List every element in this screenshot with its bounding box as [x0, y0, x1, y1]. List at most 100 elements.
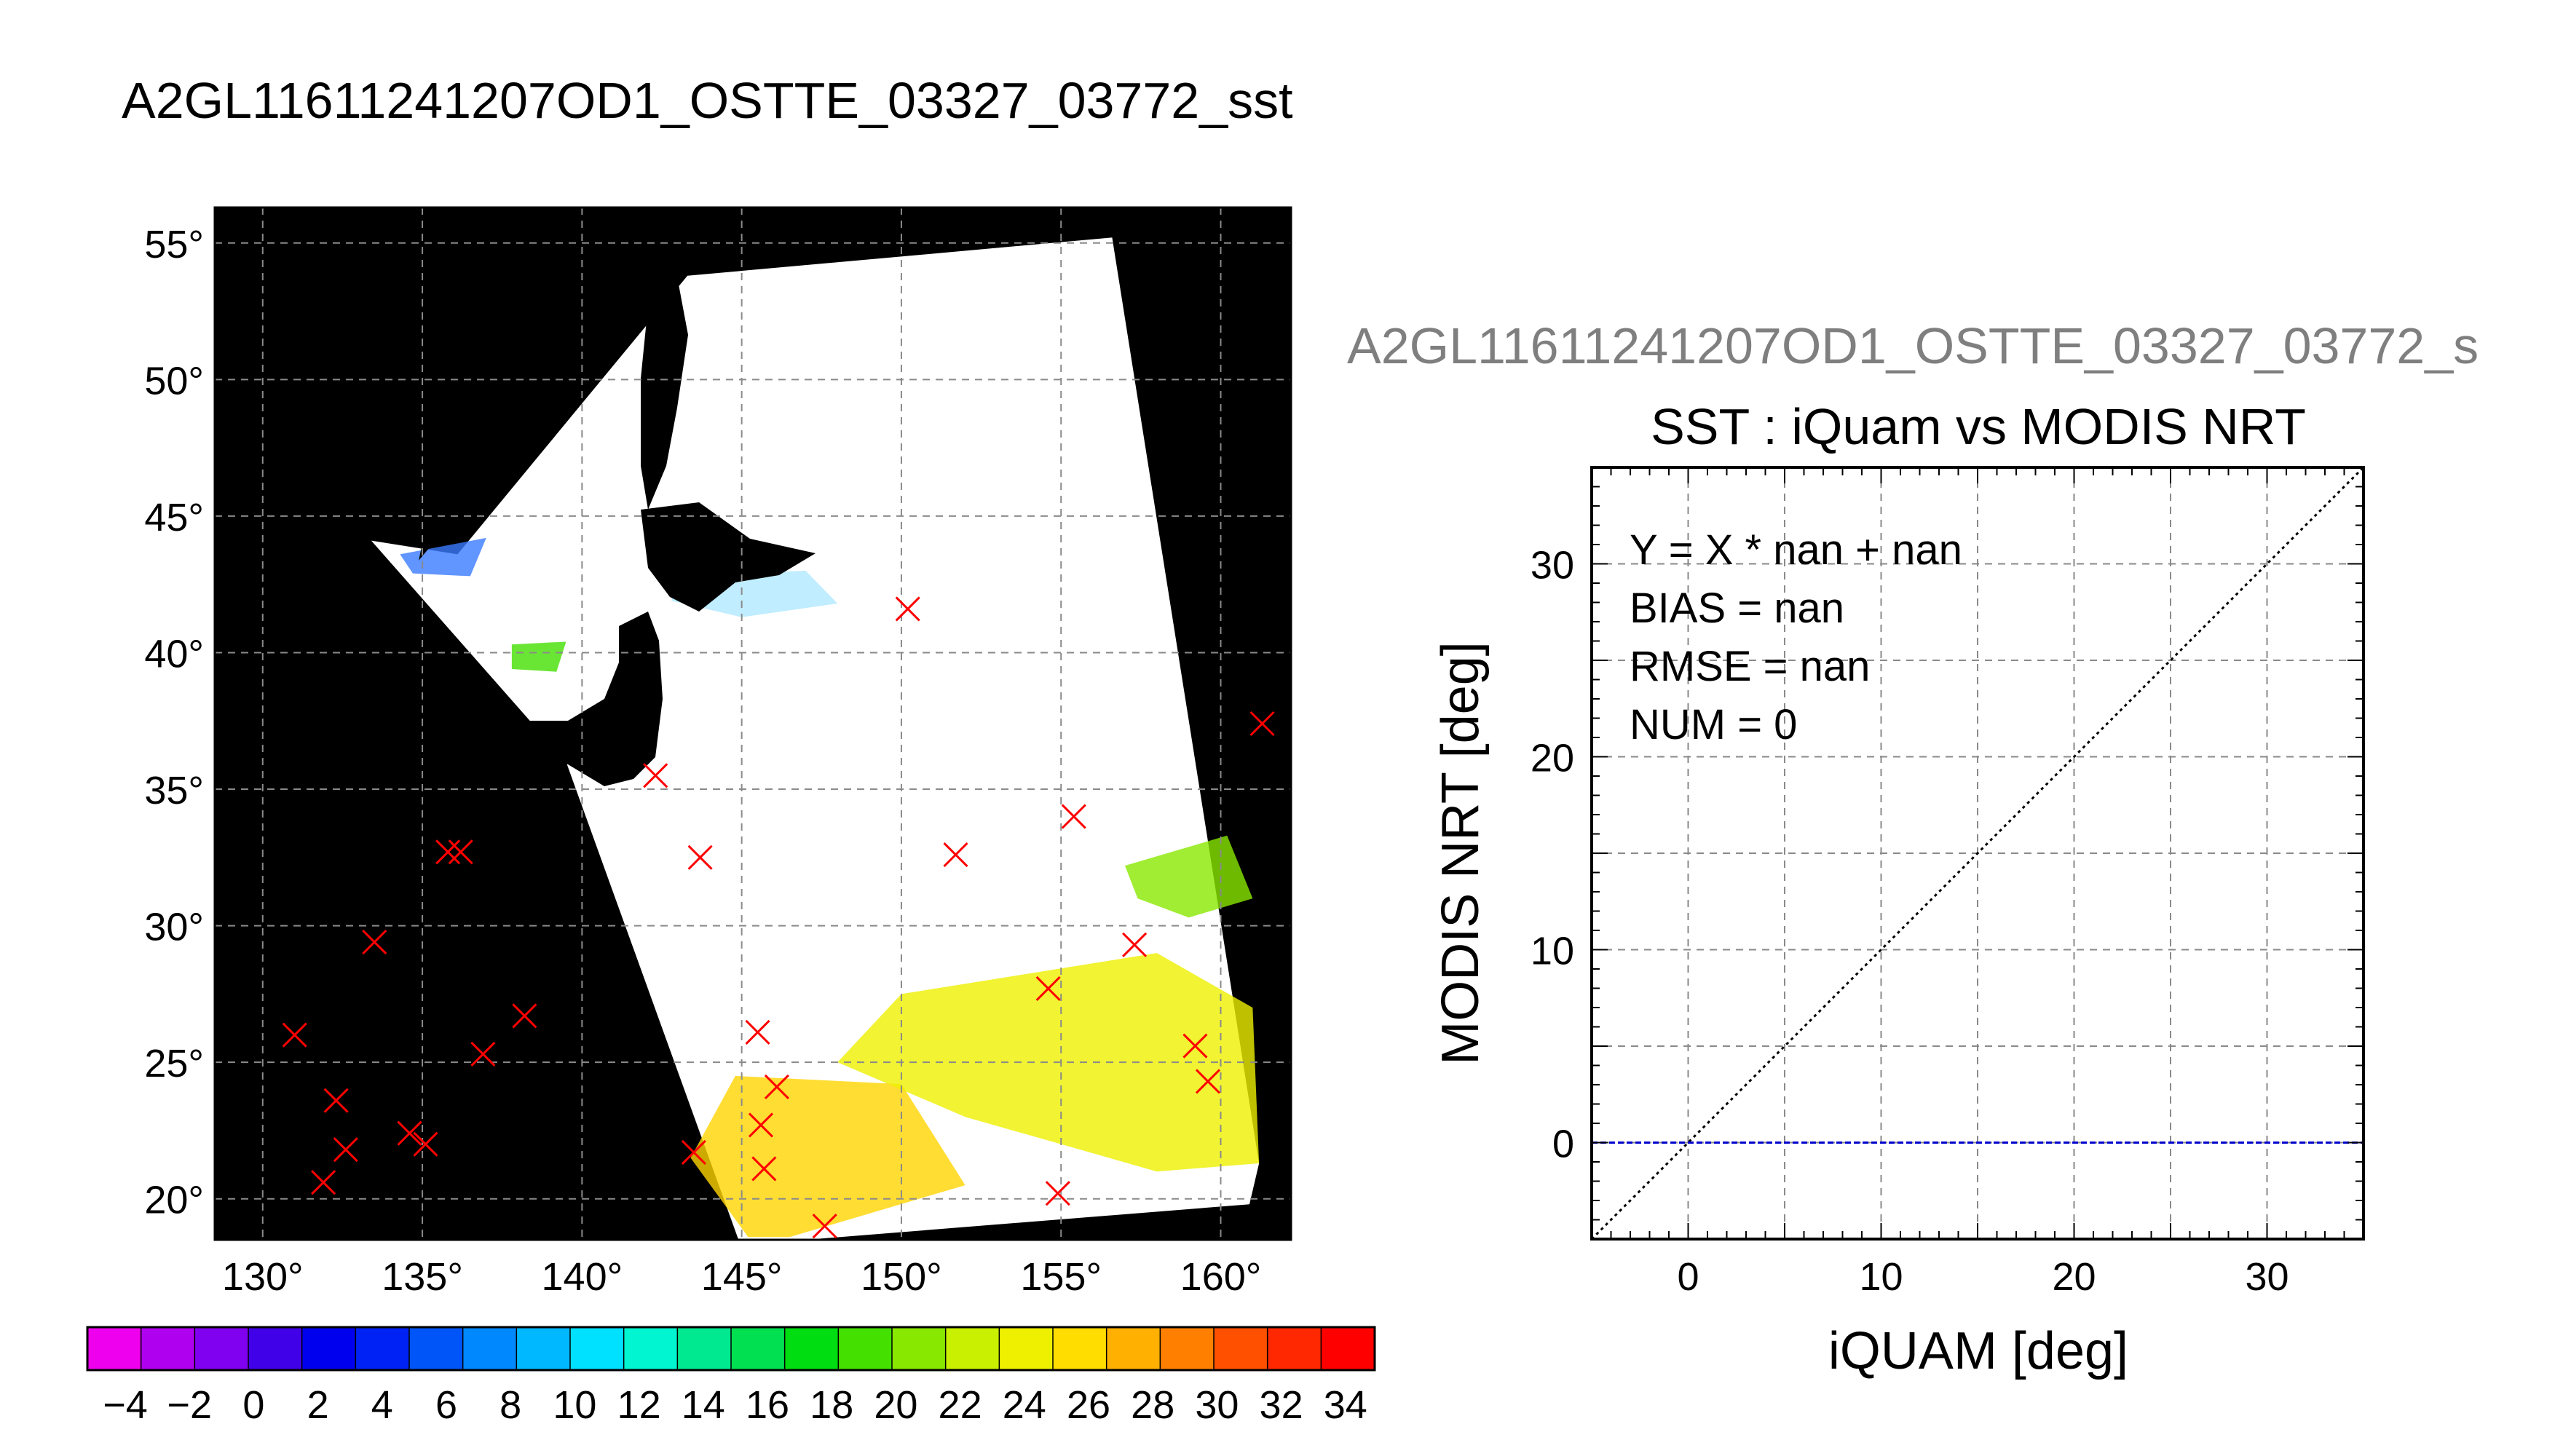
colorbar-segment [623, 1327, 678, 1370]
buoy-marker [311, 1170, 336, 1195]
mainland-coast [419, 262, 597, 561]
scatter-y-tick: 30 [1531, 544, 1574, 587]
colorbar-segment [945, 1327, 1000, 1370]
buoy-marker [1035, 976, 1061, 1001]
colorbar-segment [1267, 1327, 1322, 1370]
colorbar-tick-label: −4 [103, 1383, 148, 1427]
buoy-marker [1122, 932, 1148, 957]
colorbar-tick-label: 20 [874, 1383, 917, 1427]
scatter-x-axis-label: iQUAM [deg] [1828, 1322, 2128, 1380]
colorbar-segment [355, 1327, 410, 1370]
scatter-x-tick: 0 [1677, 1255, 1699, 1299]
colorbar-tick-label: 0 [242, 1383, 264, 1427]
colorbar-segment [1214, 1327, 1268, 1370]
buoy-marker [1249, 711, 1275, 737]
buoy-marker [1182, 1033, 1208, 1059]
map-latitude-tick: 45° [144, 496, 204, 539]
buoy-markers [282, 596, 1275, 1239]
buoy-marker [362, 930, 387, 955]
map-longitude-tick: 130° [222, 1255, 304, 1299]
scatter-y-tick: 10 [1531, 930, 1574, 973]
colorbar-tick-label: 14 [682, 1383, 725, 1427]
map-latitude-tick: 25° [144, 1042, 204, 1085]
colorbar-segment [1053, 1327, 1107, 1370]
num-stat: NUM = 0 [1630, 701, 1797, 748]
scatter-x-tick-labels: 0 10 20 30 [1677, 1255, 2289, 1299]
map-latitude-tick: 55° [144, 223, 204, 266]
rmse-stat: RMSE = nan [1630, 643, 1870, 690]
map-latitude-tick: 50° [144, 359, 204, 403]
buoy-marker [512, 1003, 537, 1029]
honshu-land [510, 612, 663, 786]
buoy-marker [1045, 1181, 1070, 1206]
map-grid [215, 207, 1291, 1240]
map-panel: 130° 135° 140° 145° 150° 155° 160° 20° 25° 30° 35… [144, 206, 1292, 1299]
scatter-stats: Y = X * nan + nan BIAS = nan RMSE = nan … [1630, 526, 1962, 748]
colorbar-tick-label: 18 [810, 1383, 853, 1427]
colorbar-segment [731, 1327, 786, 1370]
colorbar-tick-label: 16 [746, 1383, 789, 1427]
map-latitude-tick: 20° [144, 1179, 204, 1222]
colorbar-segment [677, 1327, 732, 1370]
colorbar-segment [141, 1327, 195, 1370]
colorbar-segment [784, 1327, 839, 1370]
buoy-marker [812, 1214, 837, 1239]
colorbar-tick-label: −2 [167, 1383, 212, 1427]
buoy-marker [1061, 804, 1086, 829]
colorbar-tick-label: 24 [1003, 1383, 1046, 1427]
scatter-y-tick: 20 [1531, 737, 1574, 780]
buoy-marker [643, 763, 668, 788]
colorbar-tick-label: 8 [499, 1383, 521, 1427]
buoy-marker [748, 1112, 774, 1138]
colorbar-segment [87, 1327, 142, 1370]
map-longitude-tick: 155° [1020, 1255, 1102, 1299]
map-latitude-tick: 35° [144, 769, 204, 812]
fit-equation: Y = X * nan + nan [1630, 526, 1962, 574]
scatter-y-tick-labels: 0 10 20 30 [1531, 544, 1574, 1166]
buoy-marker [745, 1019, 770, 1045]
colorbar-segment [409, 1327, 464, 1370]
buoy-marker [397, 1120, 422, 1146]
sst-patch-warm-east [837, 953, 1260, 1172]
buoy-marker [764, 1074, 789, 1099]
buoy-marker [323, 1088, 349, 1113]
colorbar-segment [999, 1327, 1054, 1370]
map-latitude-tick: 40° [144, 632, 204, 676]
map-frame [213, 206, 1292, 1241]
buoy-marker [470, 1041, 496, 1067]
scatter-y-tick: 0 [1552, 1123, 1574, 1166]
scatter-title: SST : iQuam vs MODIS NRT [1651, 398, 2306, 455]
colorbar-segment [1160, 1327, 1215, 1370]
right-panel-title: A2GL11611241207OD1_OSTTE_03327_03772_s [1347, 317, 2479, 374]
colorbar-tick-label: 34 [1324, 1383, 1367, 1427]
map-longitude-tick: 135° [382, 1255, 463, 1299]
sakhalin-land [641, 262, 688, 510]
buoy-marker [282, 1022, 307, 1048]
colorbar-segments [87, 1327, 1375, 1370]
sst-patch-green-north [511, 641, 566, 672]
colorbar-labels: −4 −2 0 2 4 6 8 10 12 14 16 18 20 22 24 26 28 30 32 34 [103, 1383, 1367, 1427]
colorbar-tick-label: 28 [1131, 1383, 1174, 1427]
colorbar-segment [301, 1327, 356, 1370]
buoy-marker [1195, 1069, 1221, 1094]
colorbar-segment [838, 1327, 893, 1370]
colorbar-segment [892, 1327, 947, 1370]
map-longitude-tick: 145° [701, 1255, 783, 1299]
map-longitude-labels: 130° 135° 140° 145° 150° 155° 160° [222, 1255, 1261, 1299]
buoy-marker [448, 839, 473, 865]
colorbar-tick-label: 22 [939, 1383, 982, 1427]
scatter-x-tick: 30 [2245, 1255, 2289, 1299]
colorbar-tick-label: 30 [1195, 1383, 1239, 1427]
buoy-marker [943, 842, 968, 868]
colorbar-tick-label: 4 [371, 1383, 393, 1427]
colorbar-segment [1106, 1327, 1161, 1370]
buoy-marker [435, 839, 461, 865]
buoy-marker [895, 596, 920, 622]
map-latitude-tick: 30° [144, 906, 204, 949]
colorbar-segment [1321, 1327, 1375, 1370]
scatter-panel: SST : iQuam vs MODIS NRT 0 10 20 30 0 10 20 30… [1431, 398, 2365, 1380]
scatter-lines [1590, 466, 2365, 1241]
map-latitude-labels: 20° 25° 30° 35° 40° 45° 50° 55° [144, 223, 204, 1222]
buoy-marker [413, 1131, 438, 1157]
